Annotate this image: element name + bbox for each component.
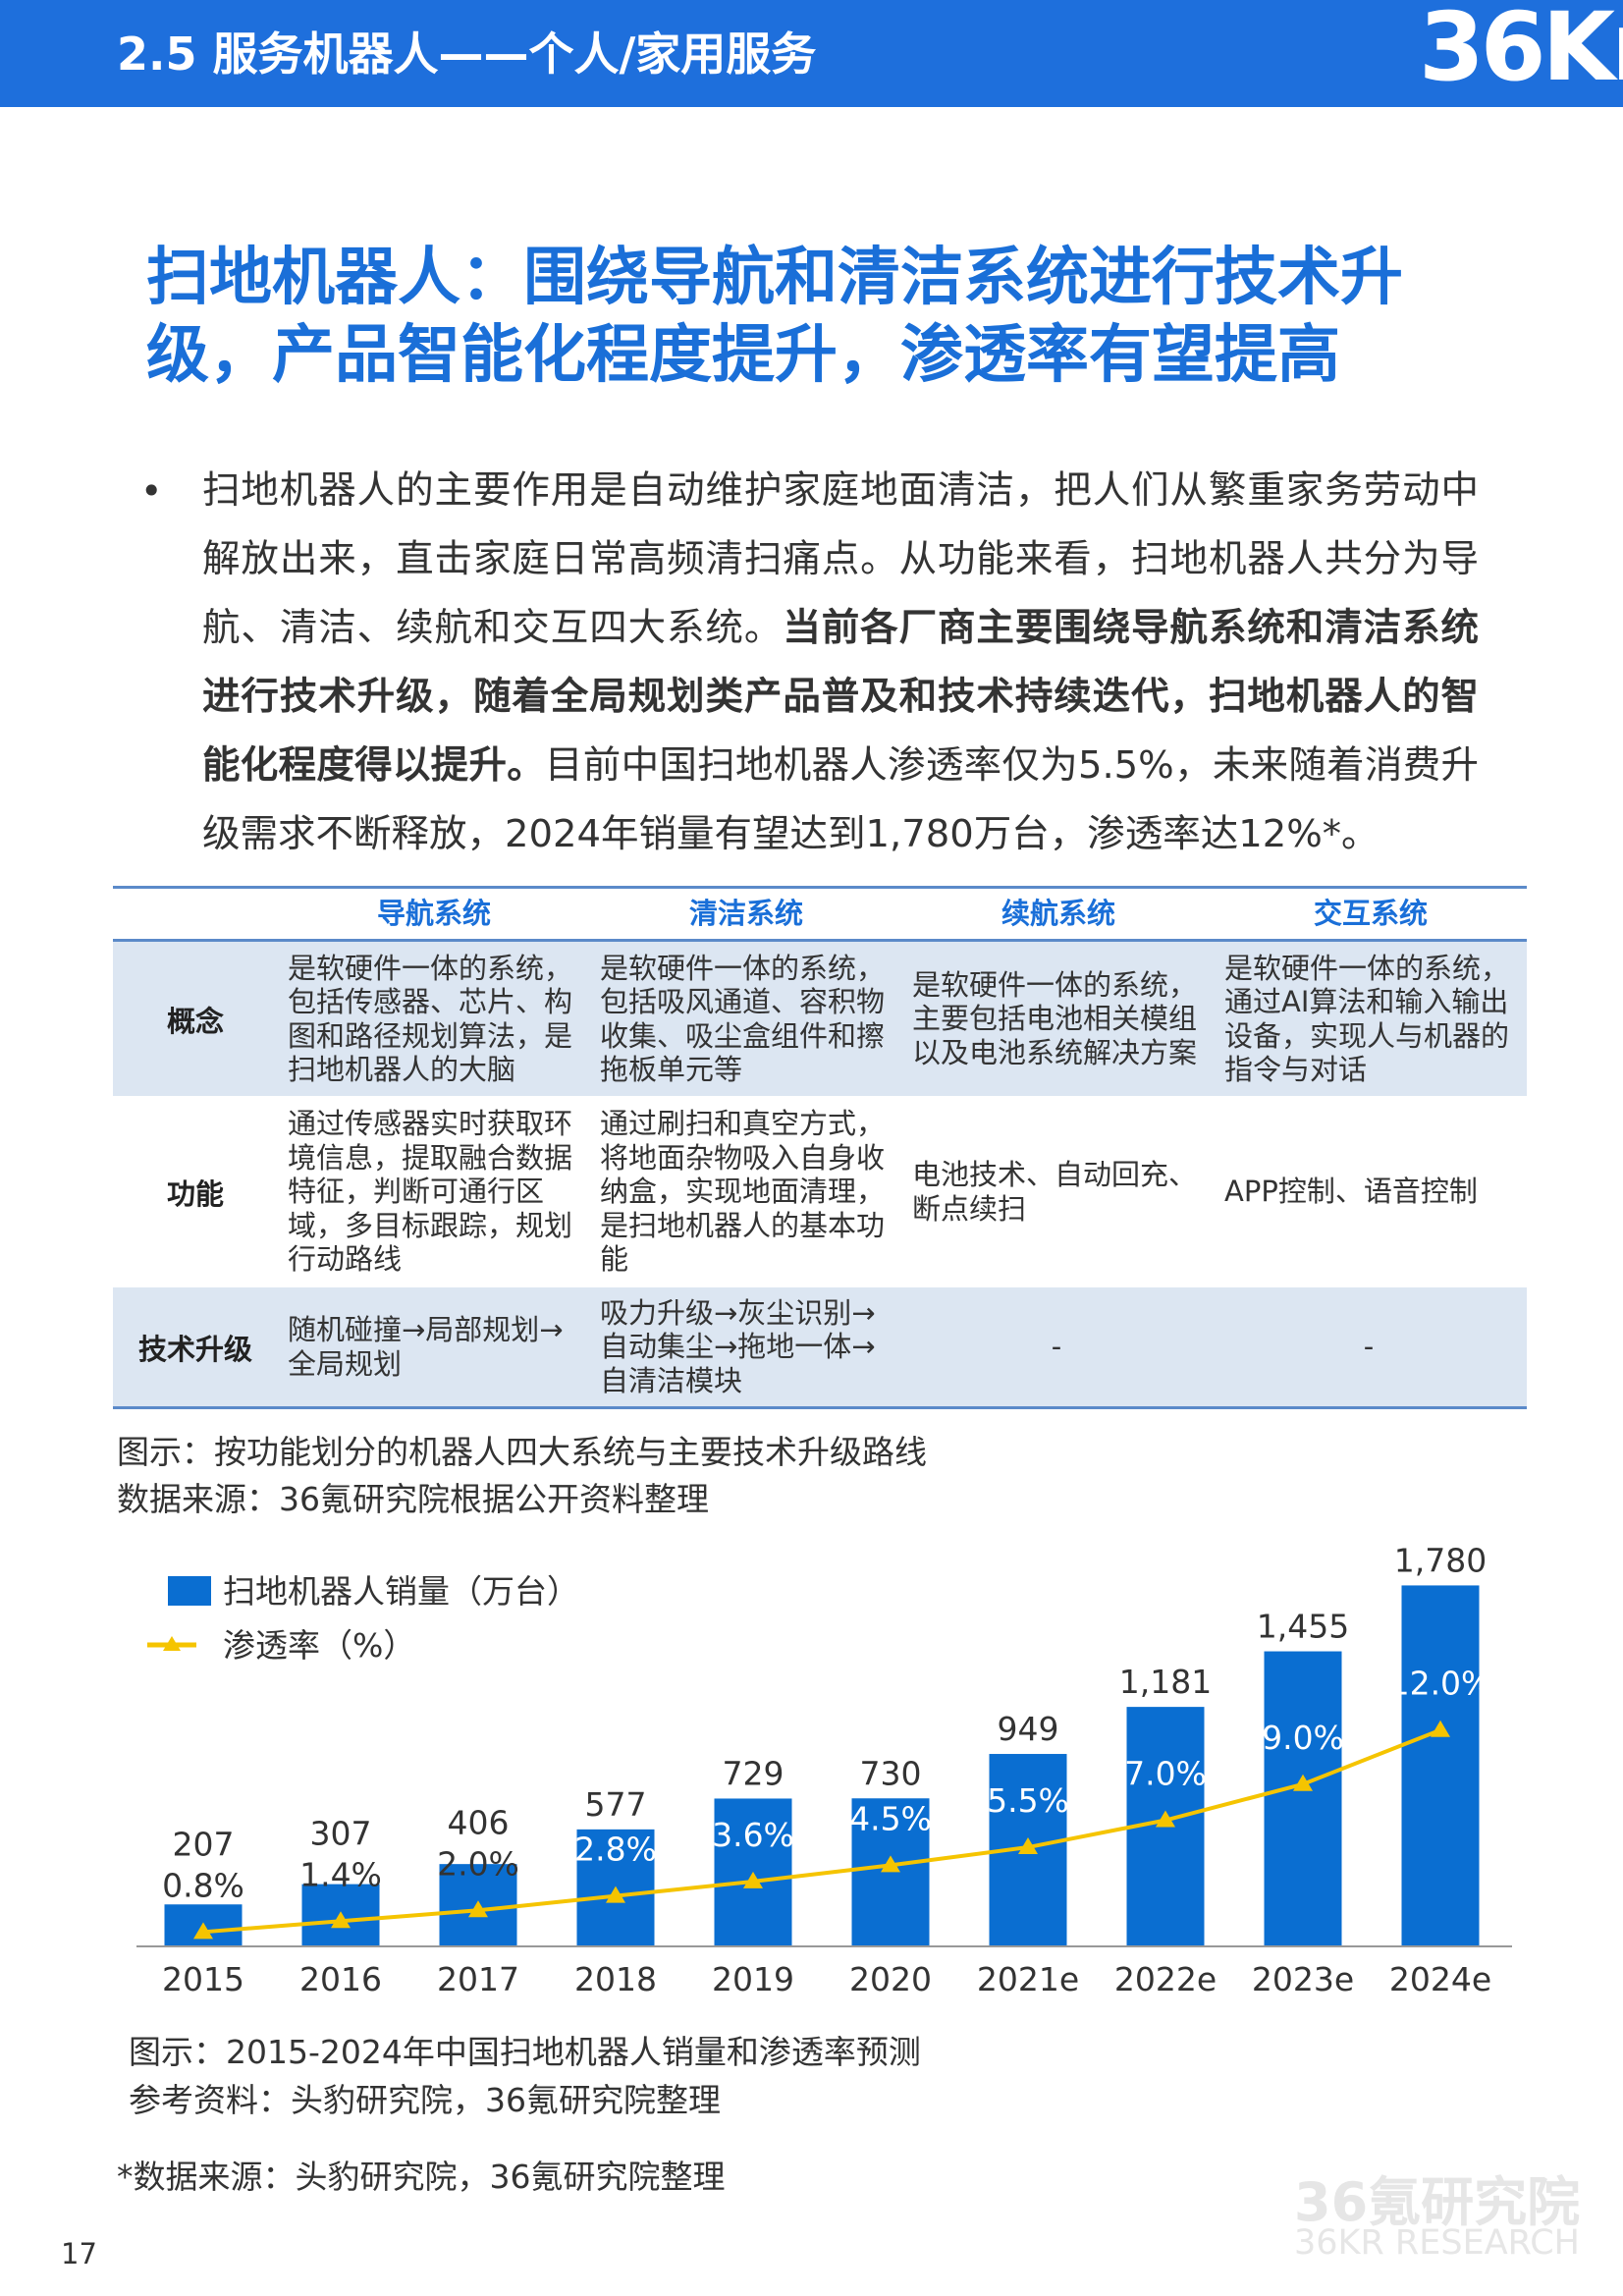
row-label: 功能 — [166, 1176, 224, 1211]
x-tick-label: 2016 — [299, 1960, 382, 1998]
footnote: *数据来源：头豹研究院，36氪研究院整理 — [117, 2158, 726, 2196]
line-marker — [331, 1911, 351, 1929]
value-label: 307 — [310, 1814, 372, 1852]
line-marker — [1018, 1837, 1038, 1855]
row-label: 概念 — [166, 1004, 224, 1038]
x-tick-label: 2021e — [977, 1960, 1079, 1998]
value-label: 9.0% — [1262, 1719, 1344, 1757]
source: 数据来源：36氪研究院根据公开资料整理 — [117, 1480, 709, 1518]
value-label: 7.0% — [1124, 1755, 1207, 1793]
page-number: 17 — [61, 2237, 97, 2270]
bar — [1264, 1651, 1342, 1946]
value-label: 729 — [723, 1754, 784, 1792]
table-cell: 是软硬件一体的系统，包括吸风通道、容积物收集、吸尘盒组件和擦拖板单元等 — [600, 951, 886, 1087]
table: 导航系统 清洁系统 续航系统 交互系统概念 是软硬件一体的系统，包括传感器、芯片、构图和… — [113, 886, 1527, 1409]
table-cell: 通过传感器实时获取环境信息，提取融合数据特征，判断可通行区域，多目标跟踪，规划行… — [288, 1107, 573, 1277]
table-row: 概念 是软硬件一体的系统，包括传感器、芯片、构图和路径规划算法，是扫地机器人的大脑… — [113, 942, 1527, 1096]
value-label: 577 — [585, 1785, 647, 1824]
line-marker — [743, 1871, 763, 1888]
text-run: 当前各厂商主要围绕导航系统和清洁系统进行技术升级，随着全局规划类产品普及和技术持… — [202, 606, 1479, 788]
x-tick-label: 2015 — [162, 1960, 244, 1998]
x-tick-label: 2024e — [1389, 1960, 1491, 1998]
value-label: 1,181 — [1119, 1663, 1212, 1701]
header-cell: 清洁系统 — [688, 897, 803, 930]
header-cell: 续航系统 — [1001, 897, 1115, 930]
x-tick-label: 2022e — [1114, 1960, 1217, 1998]
x-tick-label: 2018 — [574, 1960, 657, 1998]
line-marker — [1431, 1720, 1450, 1737]
table-row: 功能 通过传感器实时获取环境信息，提取融合数据特征，判断可通行区域，多目标跟踪，规… — [113, 1096, 1527, 1287]
header-bar: 2.5 服务机器人——个人/家用服务 36Kr — [0, 0, 1623, 107]
value-label: 949 — [998, 1710, 1059, 1748]
table-cell: 电池技术、自动回充、断点续扫 — [912, 1158, 1198, 1226]
table-cell: APP控制、语音控制 — [1224, 1175, 1478, 1209]
line-marker — [606, 1886, 625, 1903]
value-label: 4.5% — [849, 1799, 932, 1837]
bullet: • — [140, 469, 163, 513]
header-cell — [113, 889, 278, 939]
logo: 36Kr — [1419, 0, 1623, 102]
table-cell: 随机碰撞→局部规划→全局规划 — [288, 1313, 564, 1381]
value-label: 2.8% — [574, 1831, 657, 1869]
line-marker — [1293, 1774, 1313, 1791]
bar — [851, 1798, 930, 1946]
table-cell: 吸力升级→灰尘识别→自动集尘→拖地一体→自清洁模块 — [600, 1295, 876, 1397]
header-cell: 交互系统 — [1313, 897, 1428, 930]
table-row: 技术升级 随机碰撞→局部规划→全局规划 吸力升级→灰尘识别→自动集尘→拖地一体→自清… — [113, 1287, 1527, 1406]
text-run: 扫地机器人的主要作用是自动维护家庭地面清洁，把人们从繁重家务劳动中解放出来，直击… — [202, 468, 1479, 650]
caption: 图示：2015-2024年中国扫地机器人销量和渗透率预测 — [129, 2033, 921, 2071]
table-cell: 通过刷扫和真空方式，将地面杂物吸入自身收纳盒，实现地面清理，是扫地机器人的基本功… — [600, 1107, 886, 1277]
watermark: 36KR RESEARCH — [1294, 2223, 1580, 2263]
header-row: 导航系统 清洁系统 续航系统 交互系统 — [113, 889, 1527, 942]
legend-marker — [163, 1636, 181, 1651]
value-label: 730 — [860, 1754, 922, 1792]
table-cell: 是软硬件一体的系统，通过AI算法和输入输出设备，实现人与机器的指令与对话 — [1224, 951, 1510, 1087]
value-label: 207 — [173, 1825, 235, 1863]
header-cell: 导航系统 — [376, 897, 491, 930]
row-label: 技术升级 — [137, 1332, 252, 1366]
legend-label: 渗透率（%） — [223, 1626, 415, 1665]
table-cell: - — [1051, 1330, 1062, 1364]
text-run: 目前中国扫地机器人渗透率仅为5.5%，未来随着消费升级需求不断释放，2024年销… — [202, 743, 1479, 856]
legend-swatch — [168, 1576, 211, 1606]
table-cell: 是软硬件一体的系统，包括传感器、芯片、构图和路径规划算法，是扫地机器人的大脑 — [288, 951, 573, 1087]
legend-label: 扫地机器人销量（万台） — [223, 1572, 579, 1611]
x-tick-label: 2023e — [1252, 1960, 1354, 1998]
value-label: 2.0% — [437, 1844, 519, 1883]
source: 参考资料：头豹研究院，36氪研究院整理 — [129, 2081, 721, 2119]
bar — [1401, 1585, 1480, 1946]
line-marker — [1156, 1810, 1175, 1828]
value-label: 1,455 — [1257, 1608, 1349, 1646]
caption: 图示：按功能划分的机器人四大系统与主要技术升级路线 — [117, 1433, 927, 1471]
value-label: 1.4% — [299, 1855, 382, 1893]
paragraph: 扫地机器人的主要作用是自动维护家庭地面清洁，把人们从繁重家务劳动中解放出来，直击… — [202, 457, 1479, 869]
line-marker — [468, 1900, 488, 1918]
section-title: 2.5 服务机器人——个人/家用服务 — [117, 27, 817, 81]
line-marker — [193, 1922, 213, 1940]
x-tick-label: 2019 — [712, 1960, 794, 1998]
watermark: 36氪研究院 — [1294, 2171, 1581, 2233]
value-label: 1,780 — [1394, 1541, 1487, 1579]
x-tick-label: 2017 — [437, 1960, 519, 1998]
x-tick-label: 2020 — [849, 1960, 932, 1998]
value-label: 3.6% — [712, 1816, 794, 1854]
page-title: 级，产品智能化程度提升，渗透率有望提高 — [146, 319, 1340, 392]
table-cell: 是软硬件一体的系统，主要包括电池相关模组以及电池系统解决方案 — [912, 967, 1198, 1069]
line-marker — [881, 1855, 900, 1873]
page-title: 扫地机器人：围绕导航和清洁系统进行技术升 — [146, 242, 1403, 314]
value-label: 5.5% — [987, 1781, 1069, 1820]
value-label: 406 — [448, 1803, 510, 1841]
value-label: 0.8% — [162, 1866, 244, 1904]
table-cell: - — [1363, 1330, 1375, 1364]
value-label: 12.0% — [1389, 1665, 1492, 1703]
line — [202, 1727, 1441, 1935]
chart: 扫地机器人销量（万台） 渗透率（%） 0.8%207 2015 1.4%307 2016 2… — [136, 1541, 1512, 1998]
